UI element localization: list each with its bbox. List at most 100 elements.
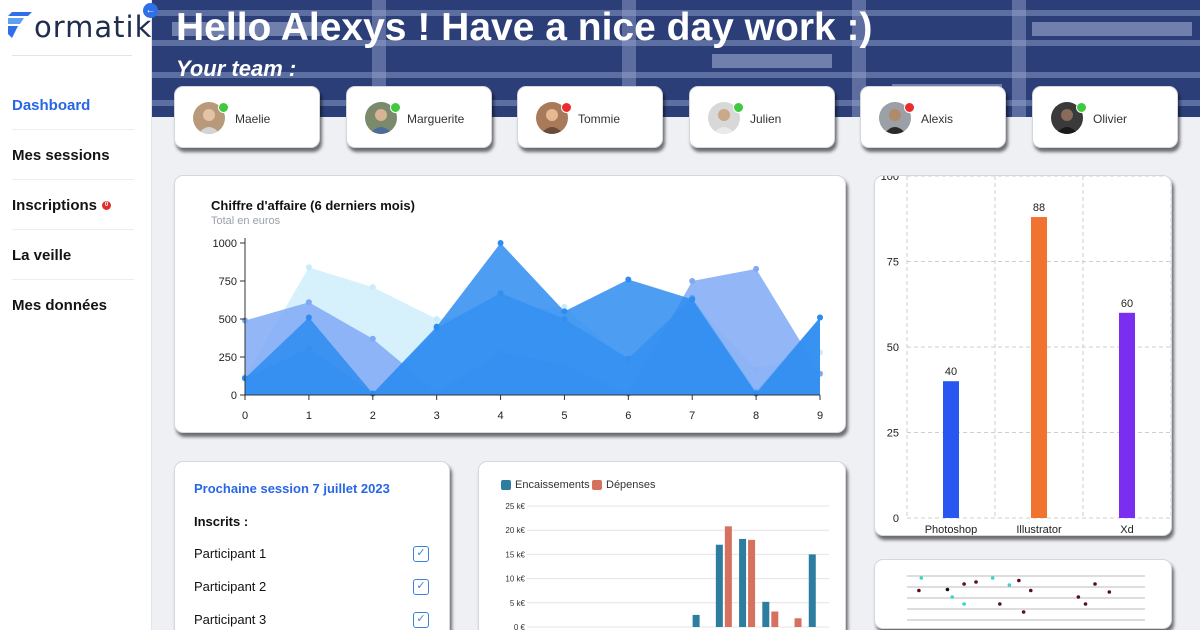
scatter-point — [945, 587, 950, 592]
sidebar-nav: Dashboard Mes sessions Inscriptions 0 La… — [0, 80, 152, 330]
area-point — [433, 316, 440, 322]
sidebar-item-label: Mes données — [12, 296, 108, 314]
y-tick-label: 75 — [887, 257, 899, 269]
team-member-card[interactable]: Olivier — [1032, 86, 1178, 148]
sidebar-item-dashboard[interactable]: Dashboard — [0, 80, 152, 130]
y-tick-label: 20 k€ — [505, 526, 525, 535]
banner-shelf — [152, 72, 1200, 78]
area-point — [305, 299, 312, 306]
status-online-dot — [733, 102, 744, 113]
area-series-3 — [245, 243, 820, 395]
inscrits-label: Inscrits : — [194, 514, 249, 529]
bar-illustrator — [1031, 217, 1047, 518]
legend-item-depenses[interactable]: Dépenses — [592, 479, 656, 491]
team-member-name: Maelie — [235, 112, 271, 126]
banner-box — [1032, 22, 1192, 36]
y-tick-label: 5 k€ — [510, 599, 526, 608]
status-offline-dot — [561, 102, 572, 113]
scatter-chart-card — [874, 559, 1172, 629]
x-tick-label: 9 — [817, 410, 823, 422]
skills-chart-card: 0 25 50 75 100 40 Photoshop 88 Illustrator 60 Xd — [874, 175, 1172, 536]
status-online-dot — [390, 102, 401, 113]
sidebar: ormatik Dashboard Mes sessions Inscripti… — [0, 0, 152, 630]
y-tick-label: 500 — [219, 314, 237, 326]
chart-subtitle: Total en euros — [211, 215, 281, 227]
team-member-card[interactable]: Julien — [689, 86, 835, 148]
area-point — [689, 296, 696, 303]
skills-bar-chart: 0 25 50 75 100 40 Photoshop 88 Illustrator 60 Xd — [881, 176, 1171, 536]
legend-label: Dépenses — [606, 479, 656, 491]
scatter-point — [1083, 602, 1088, 606]
sidebar-item-label: La veille — [12, 246, 72, 264]
hero-banner — [152, 0, 1200, 117]
sidebar-item-mes-donnees[interactable]: Mes données — [0, 280, 152, 330]
bar-dépenses — [748, 539, 756, 627]
sidebar-item-mes-sessions[interactable]: Mes sessions — [0, 130, 152, 180]
x-tick-label: 2 — [370, 410, 376, 422]
y-tick-label: 100 — [881, 176, 899, 183]
sidebar-item-inscriptions[interactable]: Inscriptions 0 — [0, 180, 152, 230]
bar-encaissements — [762, 601, 770, 627]
participant-checkbox[interactable]: ✓ — [413, 579, 429, 595]
team-member-name: Tommie — [578, 112, 621, 126]
scatter-point — [974, 580, 978, 584]
area-point — [433, 323, 440, 330]
chart-title: Chiffre d'affaire (6 derniers mois) — [211, 198, 415, 213]
nav-divider — [12, 279, 134, 280]
bar-photoshop — [943, 381, 959, 518]
y-tick-label: 25 — [887, 428, 899, 440]
team-heading: Your team : — [176, 56, 297, 81]
cashflow-bar-chart: 0 € 5 k€ 10 k€ 15 k€ 20 k€ 25 k€ — [505, 502, 829, 630]
sidebar-collapse-button[interactable]: ← — [143, 3, 158, 18]
scatter-point — [1017, 578, 1021, 583]
logo-mark-icon — [8, 12, 32, 38]
status-online-dot — [218, 102, 229, 113]
y-tick-label: 15 k€ — [505, 550, 525, 559]
status-offline-dot — [904, 102, 915, 113]
scatter-point — [919, 576, 924, 580]
x-tick-label: Photoshop — [925, 524, 978, 536]
x-tick-label: 1 — [306, 410, 312, 422]
bar-encaissements — [715, 544, 723, 627]
bar-encaissements — [808, 554, 816, 627]
x-tick-label: 3 — [434, 410, 440, 422]
team-member-card[interactable]: Tommie — [517, 86, 663, 148]
team-member-name: Olivier — [1093, 112, 1128, 126]
app-logo[interactable]: ormatik — [8, 12, 152, 42]
scatter-chart — [907, 575, 1145, 621]
banner-box — [712, 54, 832, 68]
team-member-name: Alexis — [921, 112, 954, 126]
x-tick-label: 7 — [689, 410, 695, 422]
y-tick-label: 0 — [231, 390, 237, 402]
team-member-card[interactable]: Maelie — [174, 86, 320, 148]
next-session-card: Prochaine session 7 juillet 2023 Inscrit… — [174, 461, 450, 630]
scatter-point — [917, 588, 921, 593]
team-member-card[interactable]: Marguerite — [346, 86, 492, 148]
banner-shelf — [152, 10, 1200, 16]
scatter-point — [1021, 610, 1026, 614]
logo-text: ormatik — [34, 10, 153, 44]
team-member-card[interactable]: Alexis — [860, 86, 1006, 148]
x-tick-label: 6 — [625, 410, 631, 422]
revenue-area-chart: Chiffre d'affaire (6 derniers mois) Tota… — [211, 198, 823, 422]
nav-divider — [12, 179, 134, 180]
participant-checkbox[interactable]: ✓ — [413, 546, 429, 562]
participant-name: Participant 2 — [194, 579, 267, 594]
scatter-point — [998, 602, 1002, 606]
sidebar-item-la-veille[interactable]: La veille — [0, 230, 152, 280]
legend-swatch — [501, 480, 511, 490]
page-title: Hello Alexys ! Have a nice day work :) — [176, 6, 873, 49]
area-point — [305, 314, 312, 321]
bar-value-label: 40 — [945, 366, 957, 378]
legend-item-encaissements[interactable]: Encaissements — [501, 479, 590, 491]
area-point — [689, 278, 696, 284]
revenue-chart-card: Chiffre d'affaire (6 derniers mois) Tota… — [174, 175, 846, 433]
session-title[interactable]: Prochaine session 7 juillet 2023 — [194, 481, 390, 496]
participant-checkbox[interactable]: ✓ — [413, 612, 429, 628]
y-tick-label: 250 — [219, 352, 237, 364]
y-tick-label: 1000 — [213, 238, 237, 250]
y-tick-label: 0 — [893, 513, 899, 525]
bar-value-label: 88 — [1033, 202, 1045, 214]
bar-encaissements — [692, 614, 700, 627]
x-tick-label: Illustrator — [1016, 524, 1062, 536]
